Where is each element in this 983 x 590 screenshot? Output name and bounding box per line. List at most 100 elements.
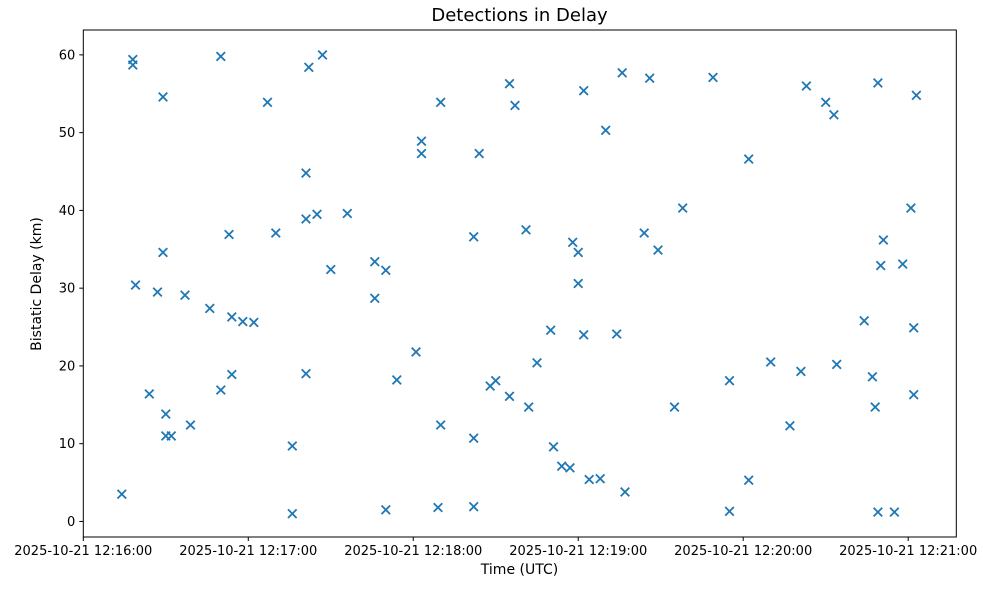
scatter-marker: [380, 265, 391, 276]
scatter-marker: [548, 441, 559, 452]
scatter-marker: [573, 278, 584, 289]
scatter-marker: [468, 231, 479, 242]
scatter-marker: [158, 247, 168, 258]
x-axis-label: Time (UTC): [480, 562, 559, 578]
scatter-marker: [828, 109, 839, 120]
scatter-marker: [567, 237, 578, 248]
scatter-marker: [185, 420, 196, 430]
scatter-marker: [474, 148, 485, 159]
scatter-marker: [743, 475, 754, 486]
scatter-marker: [204, 303, 215, 314]
scatter-marker: [523, 402, 534, 413]
scatter-marker: [301, 168, 311, 179]
y-axis-label: Bistatic Delay (km): [29, 217, 45, 351]
scatter-marker: [152, 287, 163, 298]
scatter-marker: [287, 508, 298, 519]
scatter-marker: [342, 208, 353, 219]
x-tick-label: 2025-10-21 12:16:00: [14, 544, 152, 559]
scatter-marker: [578, 85, 589, 96]
scatter-marker: [504, 78, 515, 89]
scatter-marker: [380, 504, 391, 515]
scatter-marker: [878, 235, 889, 245]
scatter-marker: [653, 245, 663, 256]
scatter-marker: [435, 420, 446, 430]
scatter-marker: [565, 462, 575, 473]
scatter-marker: [724, 375, 735, 386]
scatter-marker: [158, 91, 168, 102]
scatter-marker: [301, 214, 311, 224]
scatter-marker: [270, 228, 281, 238]
x-tick-label: 2025-10-21 12:20:00: [674, 544, 812, 559]
y-tick-label: 50: [59, 126, 76, 141]
scatter-marker: [180, 290, 190, 301]
x-tick-label: 2025-10-21 12:18:00: [344, 544, 482, 559]
scatter-marker: [226, 369, 237, 380]
scatter-marker: [859, 315, 870, 326]
scatter-marker: [468, 501, 479, 512]
scatter-marker: [765, 357, 776, 367]
scatter-marker: [435, 97, 446, 108]
scatter-marker: [144, 388, 155, 399]
scatter-marker: [468, 433, 479, 444]
scatter-marker: [872, 507, 883, 518]
y-tick-label: 10: [59, 437, 76, 452]
scatter-marker: [795, 366, 806, 377]
scatter-marker: [301, 368, 311, 379]
scatter-marker: [127, 60, 138, 70]
scatter-marker: [584, 474, 595, 485]
scatter-marker: [325, 264, 336, 275]
scatter-marker: [504, 391, 515, 402]
scatter-marker: [160, 409, 171, 420]
scatter-marker: [905, 203, 916, 214]
scatter-marker: [224, 229, 234, 240]
scatter-marker: [416, 148, 427, 159]
scatter-marker: [897, 259, 908, 270]
scatter-marker: [677, 203, 688, 214]
scatter-marker: [820, 97, 831, 108]
scatter-marker: [262, 97, 273, 108]
scatter-marker: [416, 136, 427, 147]
scatter-marker: [391, 374, 402, 385]
scatter-marker: [545, 325, 556, 336]
scatter-marker: [724, 506, 735, 517]
scatter-marker: [490, 375, 501, 386]
scatter-marker: [595, 473, 606, 484]
scatter-marker: [510, 100, 520, 111]
x-tick-label: 2025-10-21 12:21:00: [839, 544, 977, 559]
scatter-marker: [226, 311, 237, 322]
scatter-marker: [644, 73, 655, 84]
scatter-marker: [248, 317, 259, 328]
scatter-marker: [578, 329, 589, 340]
scatter-marker: [312, 209, 322, 220]
x-tick-label: 2025-10-21 12:19:00: [509, 544, 647, 559]
scatter-marker: [911, 90, 922, 101]
scatter-marker: [521, 224, 531, 235]
chart-title: Detections in Delay: [431, 5, 608, 26]
scatter-marker: [433, 502, 443, 513]
y-tick-label: 30: [59, 282, 76, 297]
scatter-marker: [556, 461, 567, 472]
scatter-marker: [237, 316, 248, 327]
scatter-marker: [872, 77, 883, 88]
scatter-marker: [669, 402, 680, 413]
y-tick-label: 20: [59, 359, 76, 374]
scatter-marker: [617, 67, 628, 78]
scatter-marker: [784, 420, 795, 431]
scatter-marker: [303, 62, 314, 73]
scatter-marker: [287, 441, 298, 451]
plot-border: [82, 29, 957, 538]
scatter-marker: [369, 256, 380, 267]
scatter-marker: [908, 322, 919, 333]
scatter-marker: [611, 329, 622, 339]
scatter-marker: [875, 260, 886, 271]
scatter-marker: [831, 359, 842, 370]
scatter-marker: [130, 280, 141, 291]
scatter-marker: [620, 486, 630, 497]
scatter-marker: [600, 125, 611, 136]
scatter-marker: [317, 49, 328, 60]
scatter-marker: [708, 72, 718, 83]
scatter-marker: [215, 51, 226, 62]
scatter-marker: [908, 389, 919, 400]
scatter-marker: [116, 489, 127, 500]
